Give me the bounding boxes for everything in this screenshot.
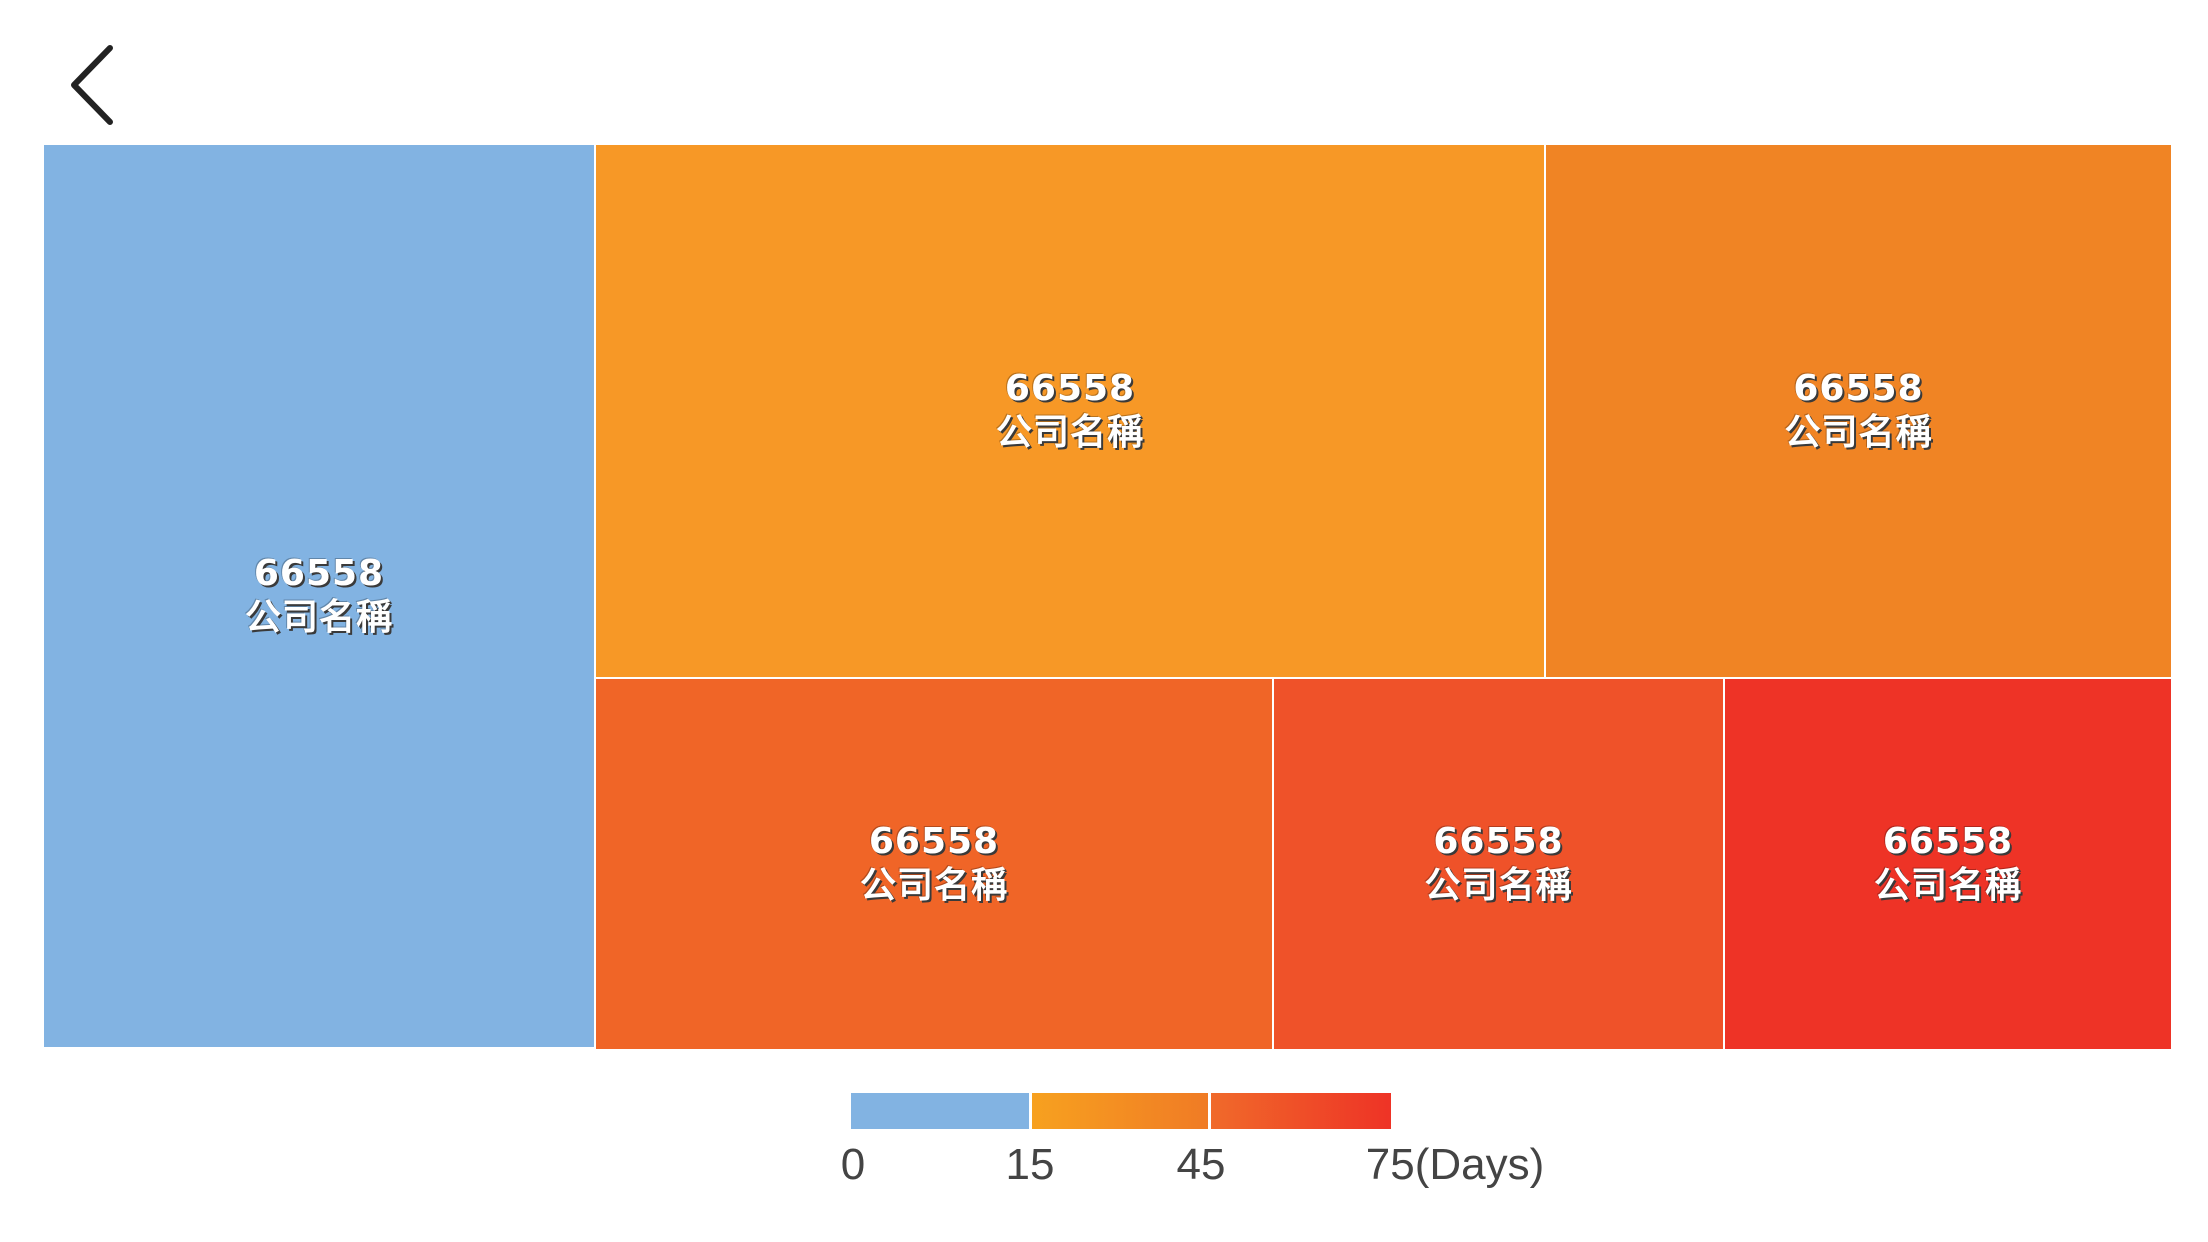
- legend-tick-label: 0: [840, 1140, 866, 1189]
- tile-label: 66558 公司名稱: [1874, 820, 2022, 908]
- legend-segment: [1032, 1093, 1208, 1129]
- tile-name: 公司名稱: [859, 865, 1008, 906]
- legend-tick-label: 75(Days): [1365, 1140, 1545, 1189]
- treemap-tile[interactable]: 66558 公司名稱: [1546, 145, 2171, 679]
- tile-name: 公司名稱: [1784, 412, 1933, 453]
- treemap-tile[interactable]: 66558 公司名稱: [44, 145, 596, 1049]
- tile-value: 66558: [868, 821, 1000, 862]
- chevron-left-icon: [71, 45, 113, 125]
- tile-label: 66558 公司名稱: [1784, 367, 1932, 455]
- treemap-tile[interactable]: 66558 公司名稱: [596, 679, 1274, 1049]
- tile-value: 66558: [1882, 821, 2014, 862]
- legend-tick-labels: 0 15 45 75(Days): [0, 1140, 2208, 1190]
- treemap-tile[interactable]: 66558 公司名稱: [1274, 679, 1725, 1049]
- tile-value: 66558: [253, 553, 385, 594]
- treemap-tile[interactable]: 66558 公司名稱: [1725, 679, 2171, 1049]
- treemap-tile[interactable]: 66558 公司名稱: [596, 145, 1546, 679]
- legend-segment: [851, 1093, 1029, 1129]
- tile-name: 公司名稱: [244, 597, 393, 638]
- legend-tick-label: 45: [1176, 1140, 1226, 1189]
- treemap-chart: 66558 公司名稱 66558 公司名稱 66558 公司名稱 66558 公…: [44, 145, 2171, 1049]
- tile-name: 公司名稱: [1424, 865, 1573, 906]
- legend-segment: [1211, 1093, 1391, 1129]
- tile-label: 66558 公司名稱: [1424, 820, 1572, 908]
- tile-name: 公司名稱: [1873, 865, 2022, 906]
- tile-value: 66558: [1004, 368, 1136, 409]
- tile-value: 66558: [1433, 821, 1564, 862]
- back-button[interactable]: [60, 40, 130, 130]
- tile-value: 66558: [1793, 368, 1924, 409]
- tile-name: 公司名稱: [995, 412, 1144, 453]
- tile-label: 66558 公司名稱: [860, 820, 1008, 908]
- legend-tick-label: 15: [1005, 1140, 1055, 1189]
- color-legend: [851, 1093, 1391, 1129]
- tile-label: 66558 公司名稱: [996, 367, 1144, 455]
- tile-label: 66558 公司名稱: [245, 552, 393, 640]
